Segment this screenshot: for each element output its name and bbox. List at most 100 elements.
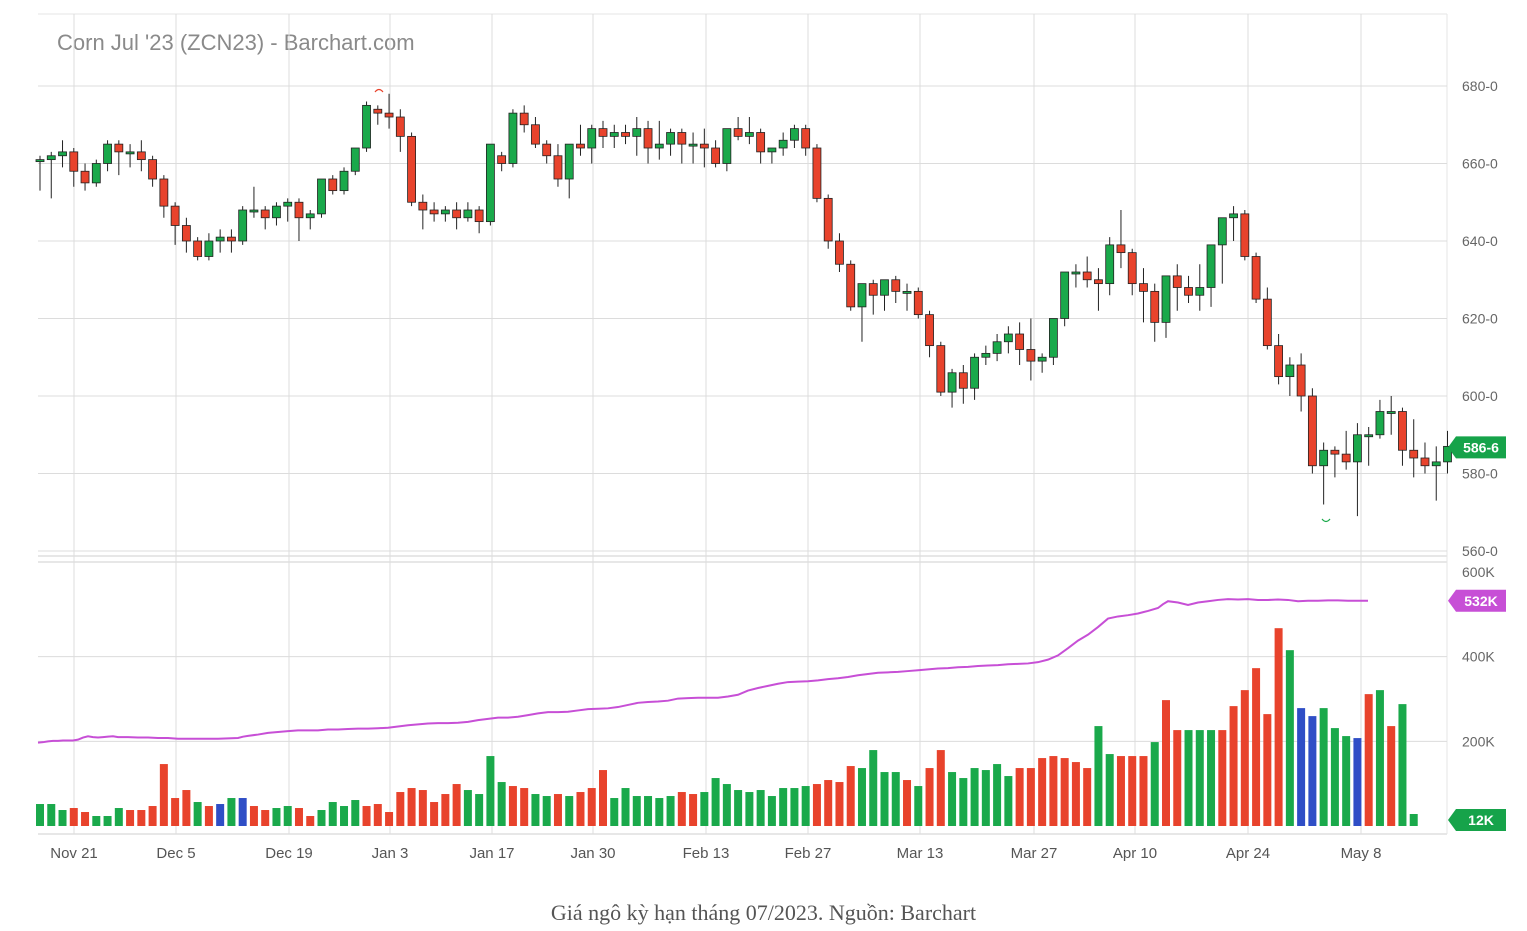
candle-body [1240,213,1250,257]
candle-body [1161,275,1171,323]
candle-body [699,143,709,149]
volume-bar [463,790,472,826]
volume-bar [1004,776,1013,826]
candle-body [801,128,811,149]
candle-body [1386,411,1396,414]
candle-body [227,236,236,242]
candle-body [1026,349,1036,362]
volume-tag [1448,809,1506,831]
candle-body [823,197,833,242]
candle-body [114,143,124,153]
volume-bar [114,808,123,826]
candle-body [215,236,225,242]
candle-body [553,155,563,180]
candle-body [317,178,326,215]
volume-bar [1128,756,1137,826]
volume-bar [1387,726,1396,826]
volume-bar [362,806,371,826]
volume-bar [824,780,833,826]
candle-body [812,147,822,199]
candle-body [305,213,315,219]
volume-bar [779,788,788,826]
candle-body [981,352,991,358]
volume-bar [914,786,923,826]
volume-bar [553,794,562,826]
x-tick-label: Feb 27 [785,845,832,862]
candle-body [756,132,766,153]
candle-body [1229,213,1238,219]
volume-bar [441,794,450,826]
candle-body [970,356,979,389]
volume-bar [182,790,191,826]
candle-body [249,209,259,213]
candle-body [384,112,394,118]
price-tick-label: 580-0 [1462,466,1498,482]
candle-body [598,128,608,137]
volume-tick-label: 600K [1462,564,1495,580]
volume-bar [126,810,135,826]
volume-bar [1139,756,1148,826]
volume-bar [599,770,607,826]
candle-body [1139,283,1148,292]
volume-tag-label: 12K [1468,812,1494,828]
volume-bar [700,792,709,826]
candle-body [846,263,856,308]
candle-body [125,151,135,155]
volume-bar [418,790,427,826]
volume-bar [1026,768,1035,826]
price-tick-label: 660-0 [1462,156,1498,172]
candle-body [576,143,585,149]
volume-bar [655,798,664,826]
volume-bar [1409,814,1418,826]
x-tick-label: Mar 27 [1011,845,1058,862]
candle-body [1127,252,1137,285]
volume-bar [294,808,303,826]
volume-bar [497,782,506,826]
volume-bar [1364,694,1373,826]
x-tick-label: Nov 21 [50,845,98,862]
candle-body [958,372,968,389]
candle-body [519,112,529,126]
volume-bar [644,796,653,826]
candle-body [362,104,371,149]
volume-bar [970,768,979,826]
candle-body [170,205,180,226]
volume-bar [508,786,517,826]
volume-bar [249,806,258,826]
chart-title: Corn Jul '23 (ZCN23) - Barchart.com [57,30,415,55]
x-tick-label: Feb 13 [683,845,730,862]
volume-bar [385,812,394,826]
x-tick-label: Dec 5 [156,845,195,862]
candle-body [1105,244,1115,285]
volume-bar [92,816,101,826]
candle-body [1015,333,1025,350]
volume-bar [1116,756,1125,826]
price-chart[interactable]: Nov 21 Dec 5 Dec 19 Jan 3 Jan 17 Jan 30 Feb 13… [0,0,1527,880]
volume-bar [1263,714,1272,826]
volume-bar [1071,762,1080,826]
candle-body [91,163,101,184]
candle-body [902,290,912,294]
volume-bar [58,810,67,826]
candle-body [925,314,934,347]
volume-bar [396,792,405,826]
volume-bar [1285,650,1294,826]
last-price-tag [1448,436,1506,459]
volume-bar [486,756,495,826]
volume-bar [621,788,630,826]
volume-bar [1297,708,1306,826]
candle-body [1251,256,1261,300]
candle-body [1296,364,1306,397]
candle-body [136,151,146,161]
volume-bar [1195,730,1204,826]
candle-body [1330,449,1340,455]
candle-body [1071,271,1081,275]
volume-bar [171,798,180,826]
candle-body [936,345,946,393]
candle-body [722,128,732,164]
volume-bar [948,772,957,826]
candle-body [767,147,777,153]
volume-bar [351,800,360,826]
candle-body [542,143,552,157]
price-tick-label: 560-0 [1462,543,1498,559]
